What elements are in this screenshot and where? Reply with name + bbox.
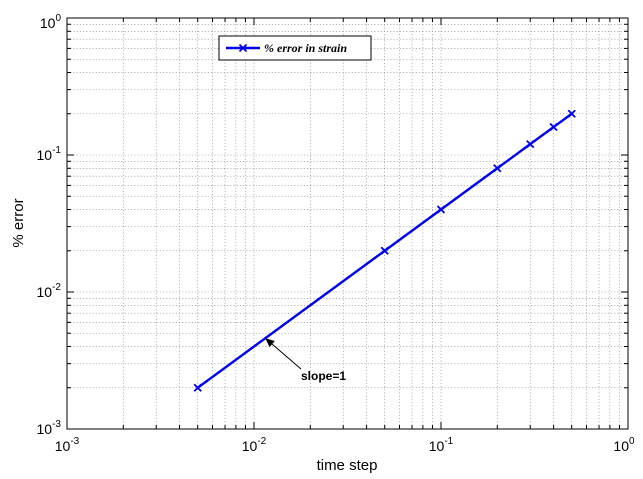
legend-marker	[238, 43, 248, 53]
slope-annotation: slope=1	[265, 337, 346, 383]
y-tick-label: 10-3	[37, 419, 62, 437]
x-tick-label: 10-3	[55, 436, 80, 454]
y-axis-label: % error	[10, 198, 27, 247]
marker-stroke	[380, 246, 389, 255]
plot-area	[67, 18, 628, 429]
plot-frame	[66, 17, 629, 430]
x-tick-label: 10-2	[242, 436, 267, 454]
annotation-arrowhead	[265, 338, 275, 348]
marker-stroke	[549, 122, 558, 132]
data-point	[526, 140, 535, 149]
series-layer	[193, 109, 576, 392]
legend-label: % error in strain	[264, 41, 347, 55]
marker-stroke	[193, 383, 202, 392]
marker-stroke	[493, 164, 502, 173]
x-axis-label: time step	[317, 457, 378, 474]
legend: % error in strain	[218, 35, 372, 61]
data-point	[380, 246, 389, 255]
marker-stroke	[436, 205, 446, 214]
data-point	[493, 164, 502, 173]
marker-stroke	[567, 109, 576, 118]
x-tick-label: 100	[613, 436, 635, 454]
y-tick-label: 100	[40, 13, 62, 31]
legend-marker-x	[238, 43, 248, 53]
data-point	[549, 122, 558, 132]
x-tick-label: 10-1	[429, 436, 454, 454]
data-point	[436, 205, 446, 214]
annotation-label: slope=1	[301, 369, 346, 383]
y-tick-label: 10-1	[37, 145, 62, 163]
data-point	[193, 383, 202, 392]
data-point	[567, 109, 576, 118]
axis-ticks: 10-3 10-2 10-1 100 10-3 10-2 10-1 100	[37, 13, 635, 454]
y-tick-label: 10-2	[37, 282, 62, 300]
grid	[67, 18, 628, 429]
marker-stroke	[526, 140, 535, 149]
marker-stroke	[238, 43, 248, 53]
